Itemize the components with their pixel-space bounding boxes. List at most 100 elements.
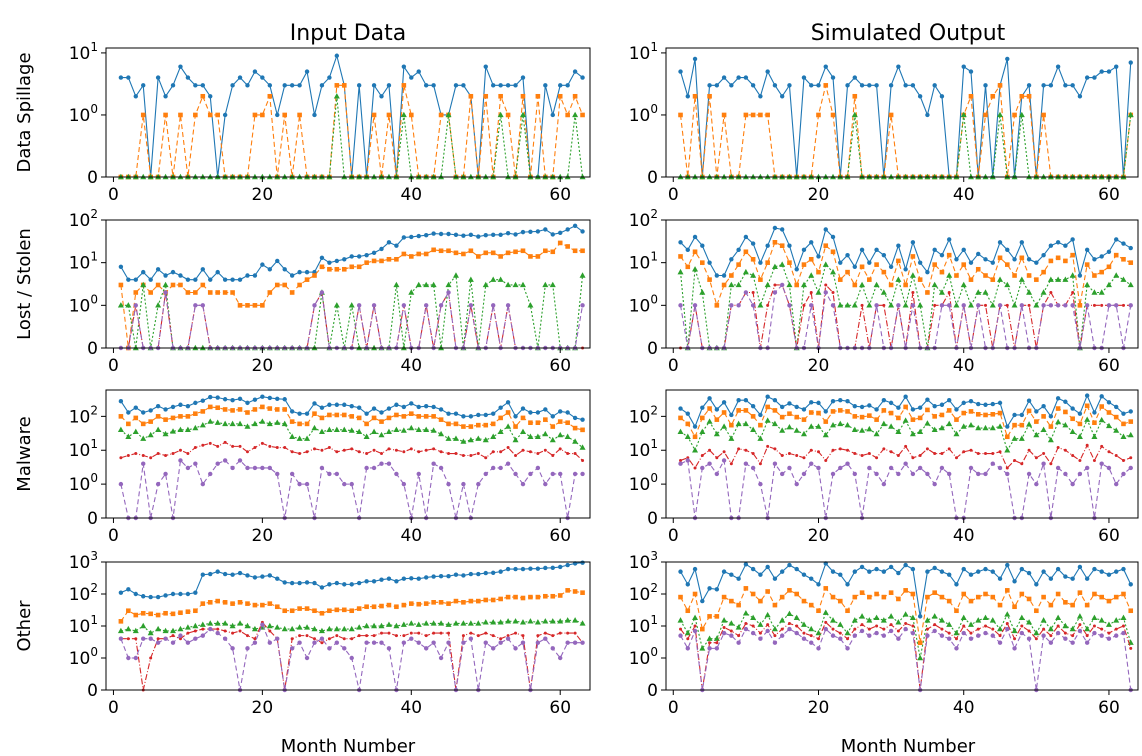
series-5-point: [1041, 633, 1046, 638]
series-5-point: [1063, 636, 1068, 641]
x-tick-label: 20: [252, 185, 274, 205]
series-1-point: [185, 277, 191, 282]
series-3-point: [1084, 281, 1091, 288]
series-2-point: [170, 415, 176, 421]
series-1-point: [520, 406, 526, 411]
series-5-point: [1106, 303, 1112, 308]
series-1-point: [356, 83, 362, 88]
series-3-point: [721, 617, 728, 623]
series-4-point: [186, 631, 190, 635]
series-5-point: [215, 630, 220, 636]
y-tick-label: 103: [629, 549, 658, 573]
series-5-point: [1084, 465, 1090, 471]
series-4-point: [766, 623, 770, 627]
series-2-point: [341, 83, 347, 88]
y-tick-label: 0: [647, 681, 658, 701]
series-2-point: [535, 594, 541, 600]
series-1-point: [491, 411, 496, 416]
series-3-point: [859, 613, 866, 619]
series-1-point: [917, 405, 923, 410]
series-1-point: [275, 112, 280, 118]
series-1-point: [170, 404, 176, 410]
series-5-point: [721, 630, 727, 636]
series-1-point: [178, 273, 183, 278]
series-5-point: [356, 303, 362, 308]
series-1-point: [1114, 569, 1119, 574]
series-3-point: [125, 433, 132, 439]
series-3-point: [512, 618, 519, 624]
series-1-point: [750, 83, 756, 88]
series-4-point: [933, 452, 937, 456]
series-1-point: [252, 69, 258, 74]
series-3-point: [677, 428, 684, 435]
series-5-point: [968, 636, 974, 641]
series-5-point: [416, 471, 421, 477]
series-2-point: [903, 588, 908, 593]
series-1-point: [185, 75, 191, 80]
series-1-point: [1005, 424, 1010, 429]
series-1-point: [468, 414, 474, 419]
series-3-point: [274, 624, 281, 630]
x-tick-label: 0: [668, 698, 679, 718]
series-3-point: [917, 428, 924, 435]
series-5-point: [1048, 640, 1054, 645]
y-tick-label: 101: [69, 250, 98, 274]
series-2-point: [1106, 264, 1112, 270]
series-1-point: [867, 403, 872, 408]
series-2-point: [1099, 404, 1104, 409]
series-1-point: [707, 586, 712, 591]
series-5-point: [736, 303, 741, 308]
series-1-point: [1114, 64, 1119, 69]
series-1-point: [1092, 257, 1097, 262]
series-3-point: [549, 281, 556, 288]
series-3-point: [684, 629, 691, 636]
series-2-point: [968, 598, 974, 604]
x-tick-label: 60: [549, 526, 571, 546]
series-4-point: [918, 453, 922, 457]
series-1-point: [1019, 412, 1025, 418]
series-1-point: [416, 69, 421, 74]
series-2-point: [881, 269, 887, 275]
series-2-point: [453, 421, 459, 427]
series-2-point: [178, 282, 183, 288]
series-3-point: [1018, 111, 1025, 118]
series-2-point: [349, 414, 355, 419]
x-axis-label-left: Month Number: [281, 736, 416, 756]
series-3-point: [452, 272, 459, 278]
series-2-point: [1128, 260, 1134, 265]
series-2-point: [535, 93, 541, 99]
series-5-point: [801, 471, 807, 477]
series-4-point: [372, 634, 376, 638]
x-tick-label: 60: [549, 356, 571, 376]
series-2-point: [1026, 93, 1032, 99]
series-2-point: [946, 252, 952, 258]
series-1-point: [750, 566, 756, 572]
series-2-point: [932, 262, 937, 267]
series-1-point: [297, 83, 302, 88]
series-4-point: [238, 444, 242, 448]
y-tick-label: 102: [69, 581, 98, 605]
series-5-point: [772, 461, 778, 466]
series-2-point: [816, 410, 821, 416]
x-tick-label: 20: [252, 698, 274, 718]
series-2-point: [483, 597, 489, 603]
series-1-point: [141, 269, 146, 275]
series-4-point: [231, 444, 235, 448]
series-3-point: [482, 281, 489, 288]
series-1-point: [185, 403, 191, 409]
series-2-point: [349, 608, 355, 614]
series-2-point: [513, 594, 518, 600]
series-5-point: [528, 471, 533, 477]
series-2-point: [349, 264, 355, 270]
series-5-point: [1041, 461, 1046, 466]
series-1-point: [379, 410, 384, 415]
series-2-point: [910, 417, 916, 422]
series-4-point: [357, 450, 361, 454]
series-1-point: [476, 234, 481, 239]
series-2-point: [364, 421, 369, 427]
series-3-point: [326, 426, 333, 433]
series-1-point: [364, 579, 369, 584]
series-1-point: [237, 75, 243, 80]
series-3-point: [1026, 421, 1033, 427]
